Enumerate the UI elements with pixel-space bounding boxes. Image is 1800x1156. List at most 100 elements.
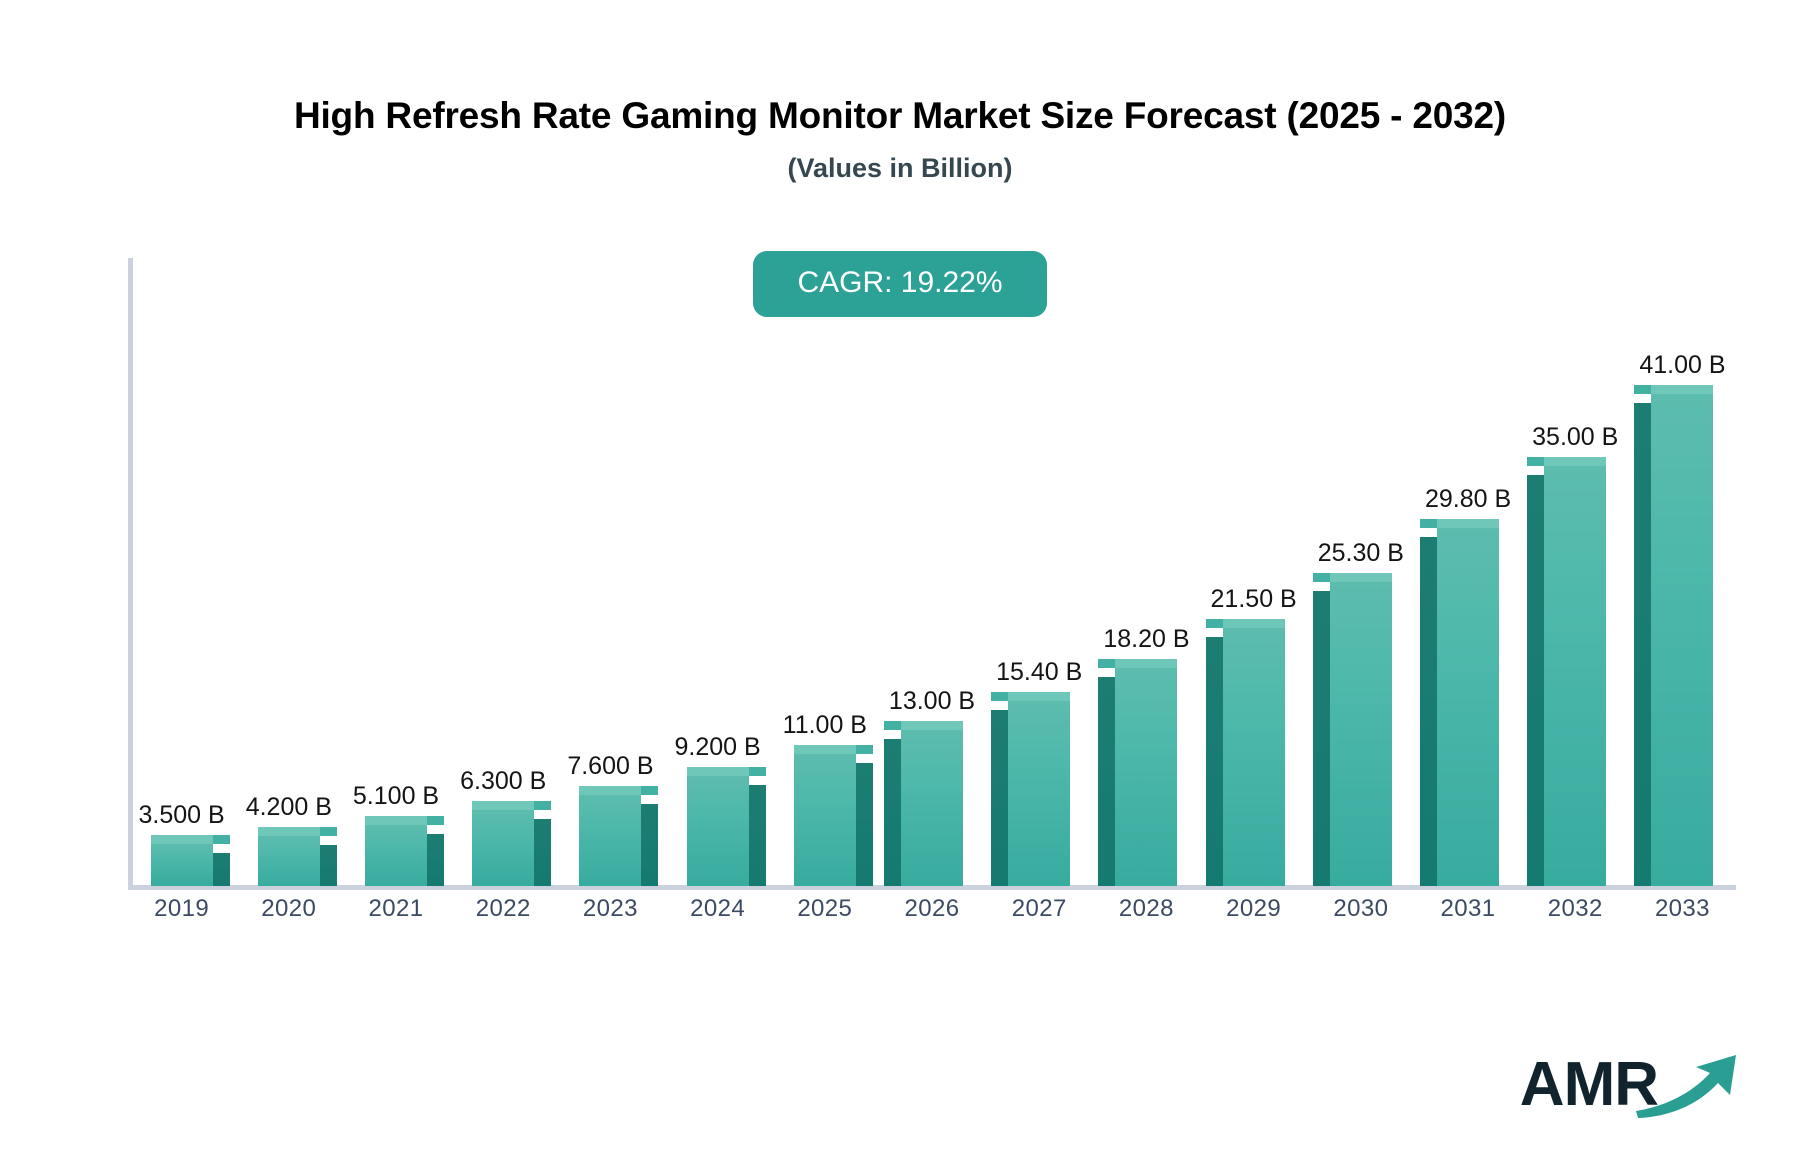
bar-value-label: 13.00 B [888,687,976,715]
bar-side-face [212,853,230,886]
x-axis: 2019 2020 2021 2022 2023 2024 2025 2026 2027 2028… [128,895,1736,923]
bar-front-face [365,824,427,886]
bar-value-label: 29.80 B [1424,485,1512,514]
bar-top-face [365,815,427,825]
cagr-badge: CAGR: 19.22% [753,251,1047,317]
bar-top-side-face [1098,658,1116,668]
bar-side-face [1205,637,1223,886]
bar-value-label: 3.500 B [138,801,225,829]
bar-value-label: 7.600 B [567,751,654,780]
bar-slot: 15.40 B [986,286,1093,886]
bar-top-face [1115,658,1178,668]
bar-top-side-face [884,721,902,730]
bar-front-face [472,810,535,886]
bar-side-face [855,763,873,886]
bar-front-face [901,730,964,886]
chart-header: High Refresh Rate Gaming Monitor Market … [0,0,1800,184]
bar-value-label: 21.50 B [1210,585,1297,613]
bar[interactable]: 18.20 B [1098,625,1190,886]
x-axis-tick-label: 2029 [1226,895,1282,922]
bar-slot: 18.20 B [1093,286,1200,886]
x-axis-tick-label: 2022 [475,895,531,922]
bar-slot: 11.00 B [771,286,878,886]
x-axis-tick-label: 2028 [1118,895,1174,922]
bar-front-face [579,794,642,886]
bar-side-face [427,833,444,886]
x-axis-tick-label: 2023 [582,895,638,922]
bar-side-face [534,819,552,886]
x-axis-tick-label: 2025 [797,895,853,922]
cagr-badge-container: CAGR: 19.22% [0,251,1800,317]
bar-slot: 35.00 B [1522,286,1629,886]
bar-top-side-face [319,826,337,836]
bar-side-face [1312,591,1330,886]
bar-slot: 6.300 B [450,286,557,886]
x-axis-tick-label: 2033 [1654,895,1710,922]
bar[interactable]: 3.500 B [139,801,230,886]
bar-front-face [1329,582,1392,886]
bar-top-side-face [534,801,552,811]
bar-top-side-face [641,785,659,795]
bar-side-face [1098,676,1116,886]
bar-slot: 25.30 B [1307,286,1414,886]
bar-top-face [472,801,535,811]
bar-value-label: 11.00 B [782,711,867,739]
chart-subtitle: (Values in Billion) [787,152,1013,183]
bar-top-side-face [1312,573,1330,583]
bar-top-face [257,826,320,836]
bar-top-face [793,745,856,754]
x-axis-tick-label: 2020 [261,895,317,922]
bar[interactable]: 9.200 B [675,733,766,886]
bar-side-face [748,784,766,886]
bar-top-side-face [1205,619,1223,628]
bar-top-face [1651,385,1714,394]
x-axis-tick-label: 2030 [1333,895,1389,922]
bar-slot: 13.00 B [878,286,985,886]
bar[interactable]: 5.100 B [353,782,444,886]
bar-slot: 9.200 B [664,286,771,886]
bar-front-face [1115,667,1178,886]
x-axis-tick-label: 2026 [904,895,960,922]
bar[interactable]: 11.00 B [783,711,873,886]
bar-slot: 4.200 B [235,286,342,886]
bar[interactable]: 25.30 B [1312,539,1404,886]
bar-slot: 29.80 B [1414,286,1521,886]
bar-front-face [793,754,856,886]
bar-front-face [1008,701,1071,886]
plot-area: 3.500 B 4.200 B 5.100 B 6.300 B 7.600 B 9.200… [128,258,1736,890]
bar-value-label: 6.300 B [460,767,547,796]
bar-top-side-face [991,692,1009,702]
bar-top-side-face [1420,519,1438,529]
bar-slot: 3.500 B [128,286,235,886]
bar-front-face [257,835,320,886]
bar[interactable]: 29.80 B [1420,485,1511,886]
bar[interactable]: 15.40 B [991,658,1082,886]
bar-value-label: 4.200 B [245,792,332,821]
bar-side-face [884,739,902,886]
trend-up-arrow-icon [1632,1049,1748,1124]
bar-side-face [1420,537,1438,886]
bar-value-label: 9.200 B [674,732,761,761]
bar-top-side-face [748,766,766,776]
bar-side-face [991,710,1009,886]
bar-value-label: 15.40 B [996,658,1083,687]
bar[interactable]: 35.00 B [1527,423,1618,886]
x-axis-tick-label: 2021 [368,895,424,922]
bar-side-face [641,803,659,886]
bar-slot: 41.00 B [1629,286,1736,886]
bar-front-face [1222,628,1285,886]
bar-front-face [1651,394,1714,886]
bar[interactable]: 4.200 B [246,793,337,886]
bar[interactable]: 13.00 B [884,687,975,886]
bar-top-side-face [855,745,873,754]
bar[interactable]: 41.00 B [1634,351,1726,886]
bar-top-face [1222,619,1285,628]
bar-slot: 7.600 B [557,286,664,886]
bar-top-face [1329,573,1392,583]
bar[interactable]: 7.600 B [567,752,659,886]
bar-top-face [150,835,213,844]
bar[interactable]: 6.300 B [460,767,552,886]
bar[interactable]: 21.50 B [1205,585,1297,886]
bar-value-label: 41.00 B [1639,351,1726,379]
